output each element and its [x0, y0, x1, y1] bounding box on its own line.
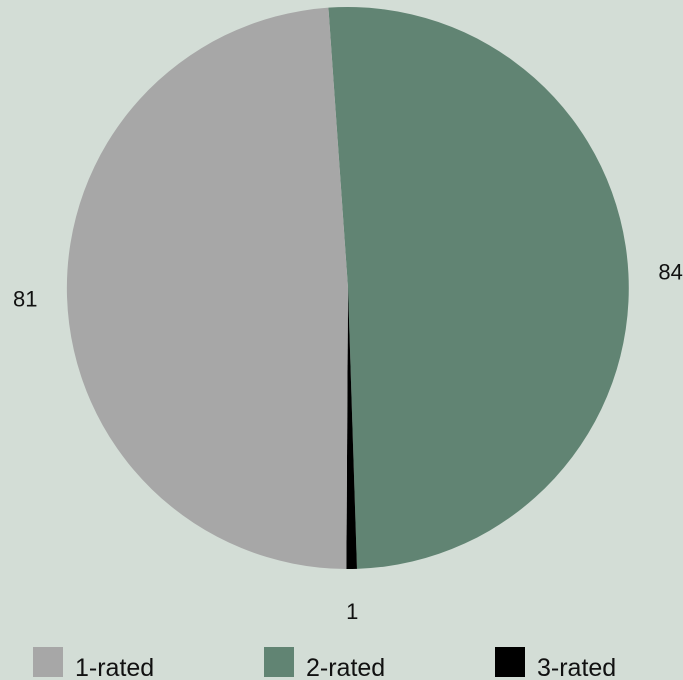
legend-label-2-rated: 2-rated — [306, 654, 385, 680]
pie-slice-1-rated — [66, 7, 348, 570]
data-label-1-rated: 81 — [13, 286, 37, 311]
legend-label-1-rated: 1-rated — [75, 654, 154, 680]
pie-slices — [66, 7, 629, 570]
legend-swatch-3-rated — [495, 647, 525, 677]
data-label-2-rated: 84 — [658, 260, 682, 285]
pie-slice-2-rated — [328, 7, 629, 569]
legend-item-1-rated: 1-rated — [33, 647, 154, 680]
pie-slice-3-rated — [346, 288, 357, 570]
pie-data-labels: 84 1 81 — [13, 260, 683, 624]
legend-swatch-2-rated — [264, 647, 294, 677]
legend-item-3-rated: 3-rated — [495, 647, 616, 680]
legend-swatch-1-rated — [33, 647, 63, 677]
legend: 1-rated 2-rated 3-rated — [33, 647, 616, 680]
data-label-3-rated: 1 — [346, 599, 358, 624]
legend-item-2-rated: 2-rated — [264, 647, 385, 680]
legend-label-3-rated: 3-rated — [537, 654, 616, 680]
